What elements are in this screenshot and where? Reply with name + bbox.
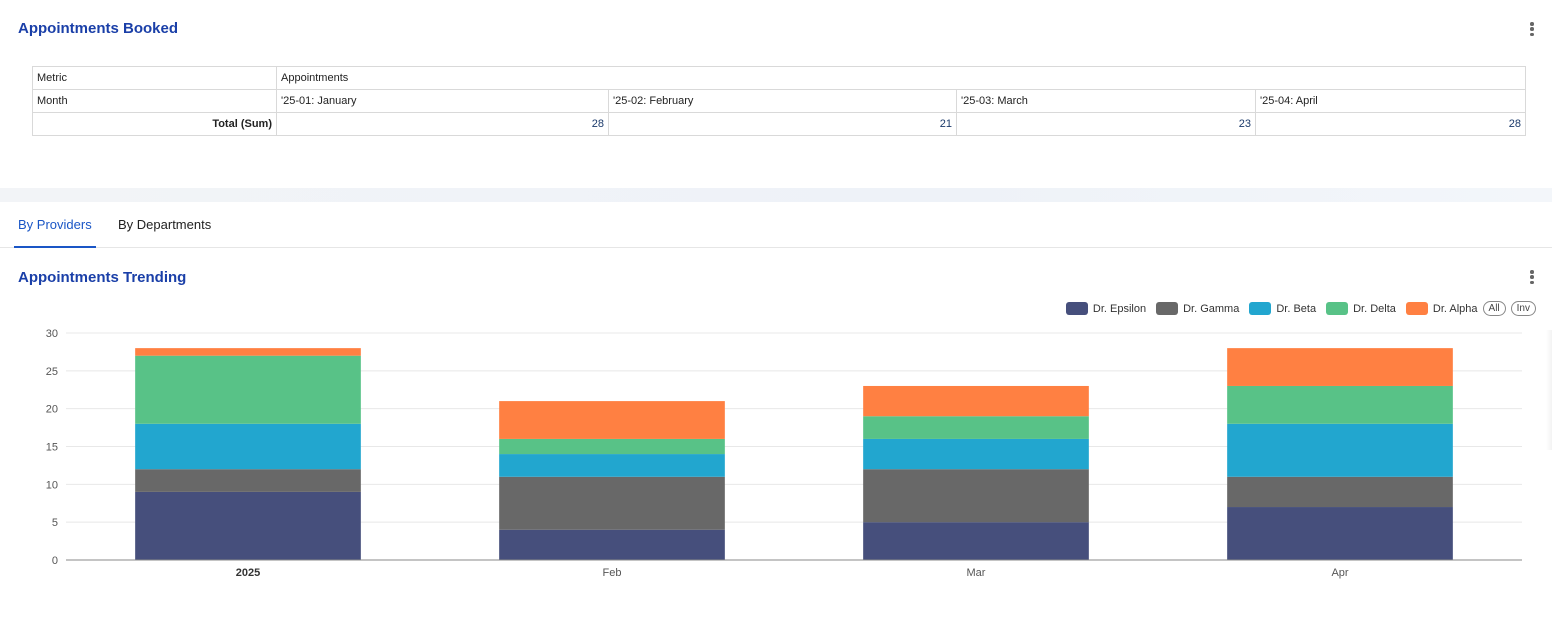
legend-swatch — [1249, 302, 1272, 315]
month-header-cell[interactable]: '25-02: February — [608, 89, 957, 113]
legend-item-dr-epsilon[interactable]: Dr. Epsilon — [1065, 302, 1147, 315]
bar-segment[interactable] — [1227, 385, 1453, 424]
legend-label: Dr. Delta — [1353, 302, 1396, 315]
legend-item-dr-beta[interactable]: Dr. Beta — [1249, 302, 1316, 315]
bar-segment[interactable] — [863, 385, 1089, 417]
x-tick-label: Apr — [1331, 567, 1348, 579]
bar-segment[interactable] — [499, 454, 725, 477]
booked-more-options-icon[interactable] — [1527, 20, 1537, 38]
x-tick-label: 2025 — [236, 567, 260, 579]
bar-segment[interactable] — [863, 522, 1089, 560]
bar-segment[interactable] — [499, 529, 725, 560]
legend-label: Dr. Beta — [1276, 302, 1317, 315]
legend-item-dr-alpha[interactable]: Dr. Alpha — [1405, 302, 1478, 315]
bar-segment[interactable] — [863, 469, 1089, 523]
legend-swatch — [1065, 302, 1088, 315]
legend-label: Dr. Alpha — [1432, 302, 1478, 315]
metric-value-cell: Appointments — [276, 66, 1526, 90]
y-tick-label: 30 — [46, 328, 58, 340]
bar-segment[interactable] — [499, 438, 725, 455]
x-tick-label: Feb — [603, 567, 622, 579]
bar-segment[interactable] — [135, 491, 361, 560]
section-divider — [0, 188, 1552, 202]
legend-label: Dr. Epsilon — [1092, 302, 1147, 315]
metric-label-cell: Metric — [32, 66, 277, 90]
bar-segment[interactable] — [499, 401, 725, 439]
legend-all-button[interactable]: All — [1482, 301, 1506, 316]
trending-more-options-icon[interactable] — [1527, 268, 1537, 286]
y-tick-label: 15 — [46, 442, 58, 454]
legend-invert-button[interactable]: Inv — [1510, 301, 1536, 316]
legend-item-dr-delta[interactable]: Dr. Delta — [1326, 302, 1396, 315]
pivot-table: Metric Appointments Month '25-01: Januar… — [32, 66, 1526, 136]
table-row: Month '25-01: January '25-02: February '… — [32, 89, 1526, 113]
y-tick-label: 20 — [46, 404, 58, 416]
total-value-cell: 23 — [956, 112, 1256, 136]
bar-segment[interactable] — [135, 355, 361, 424]
month-header-cell[interactable]: '25-03: March — [956, 89, 1256, 113]
bar-segment[interactable] — [135, 469, 361, 492]
total-label-cell: Total (Sum) — [32, 112, 277, 136]
y-tick-label: 0 — [52, 555, 58, 567]
total-value-cell: 21 — [608, 112, 957, 136]
table-row: Metric Appointments — [32, 66, 1526, 90]
legend-label: Dr. Gamma — [1183, 302, 1240, 315]
total-value-cell: 28 — [276, 112, 609, 136]
y-tick-label: 5 — [52, 517, 58, 529]
bar-segment[interactable] — [1227, 348, 1453, 386]
tab-by-providers[interactable]: By Providers — [14, 202, 96, 248]
tab-by-departments[interactable]: By Departments — [118, 217, 212, 232]
bar-segment[interactable] — [863, 416, 1089, 439]
legend-swatch — [1156, 302, 1179, 315]
scroll-shadow — [1546, 330, 1552, 450]
bar-segment[interactable] — [1227, 476, 1453, 508]
legend-item-dr-gamma[interactable]: Dr. Gamma — [1156, 302, 1239, 315]
appointments-booked-title: Appointments Booked — [18, 20, 178, 37]
bar-segment[interactable] — [135, 423, 361, 470]
bar-segment[interactable] — [1227, 423, 1453, 477]
month-header-cell[interactable]: '25-01: January — [276, 89, 609, 113]
x-tick-label: Mar — [967, 567, 986, 579]
month-header-cell[interactable]: '25-04: April — [1255, 89, 1526, 113]
y-tick-label: 25 — [46, 366, 58, 378]
legend-swatch — [1326, 302, 1349, 315]
appointments-trending-title: Appointments Trending — [18, 269, 187, 286]
bar-segment[interactable] — [1227, 507, 1453, 560]
appointments-booked-panel: Appointments Booked Metric Appointments … — [0, 0, 1552, 188]
bar-segment[interactable] — [863, 438, 1089, 470]
tab-bar: By Providers By Departments — [0, 202, 1552, 248]
total-value-cell: 28 — [1255, 112, 1526, 136]
bar-segment[interactable] — [499, 476, 725, 530]
table-row: Total (Sum) 28 21 23 28 — [32, 112, 1526, 136]
legend-swatch — [1405, 302, 1428, 315]
y-tick-label: 10 — [46, 479, 58, 491]
chart-legend: Dr. Epsilon Dr. Gamma Dr. Beta Dr. Delta… — [1056, 301, 1536, 316]
bar-segment[interactable] — [135, 348, 361, 356]
month-label-cell: Month — [32, 89, 277, 113]
